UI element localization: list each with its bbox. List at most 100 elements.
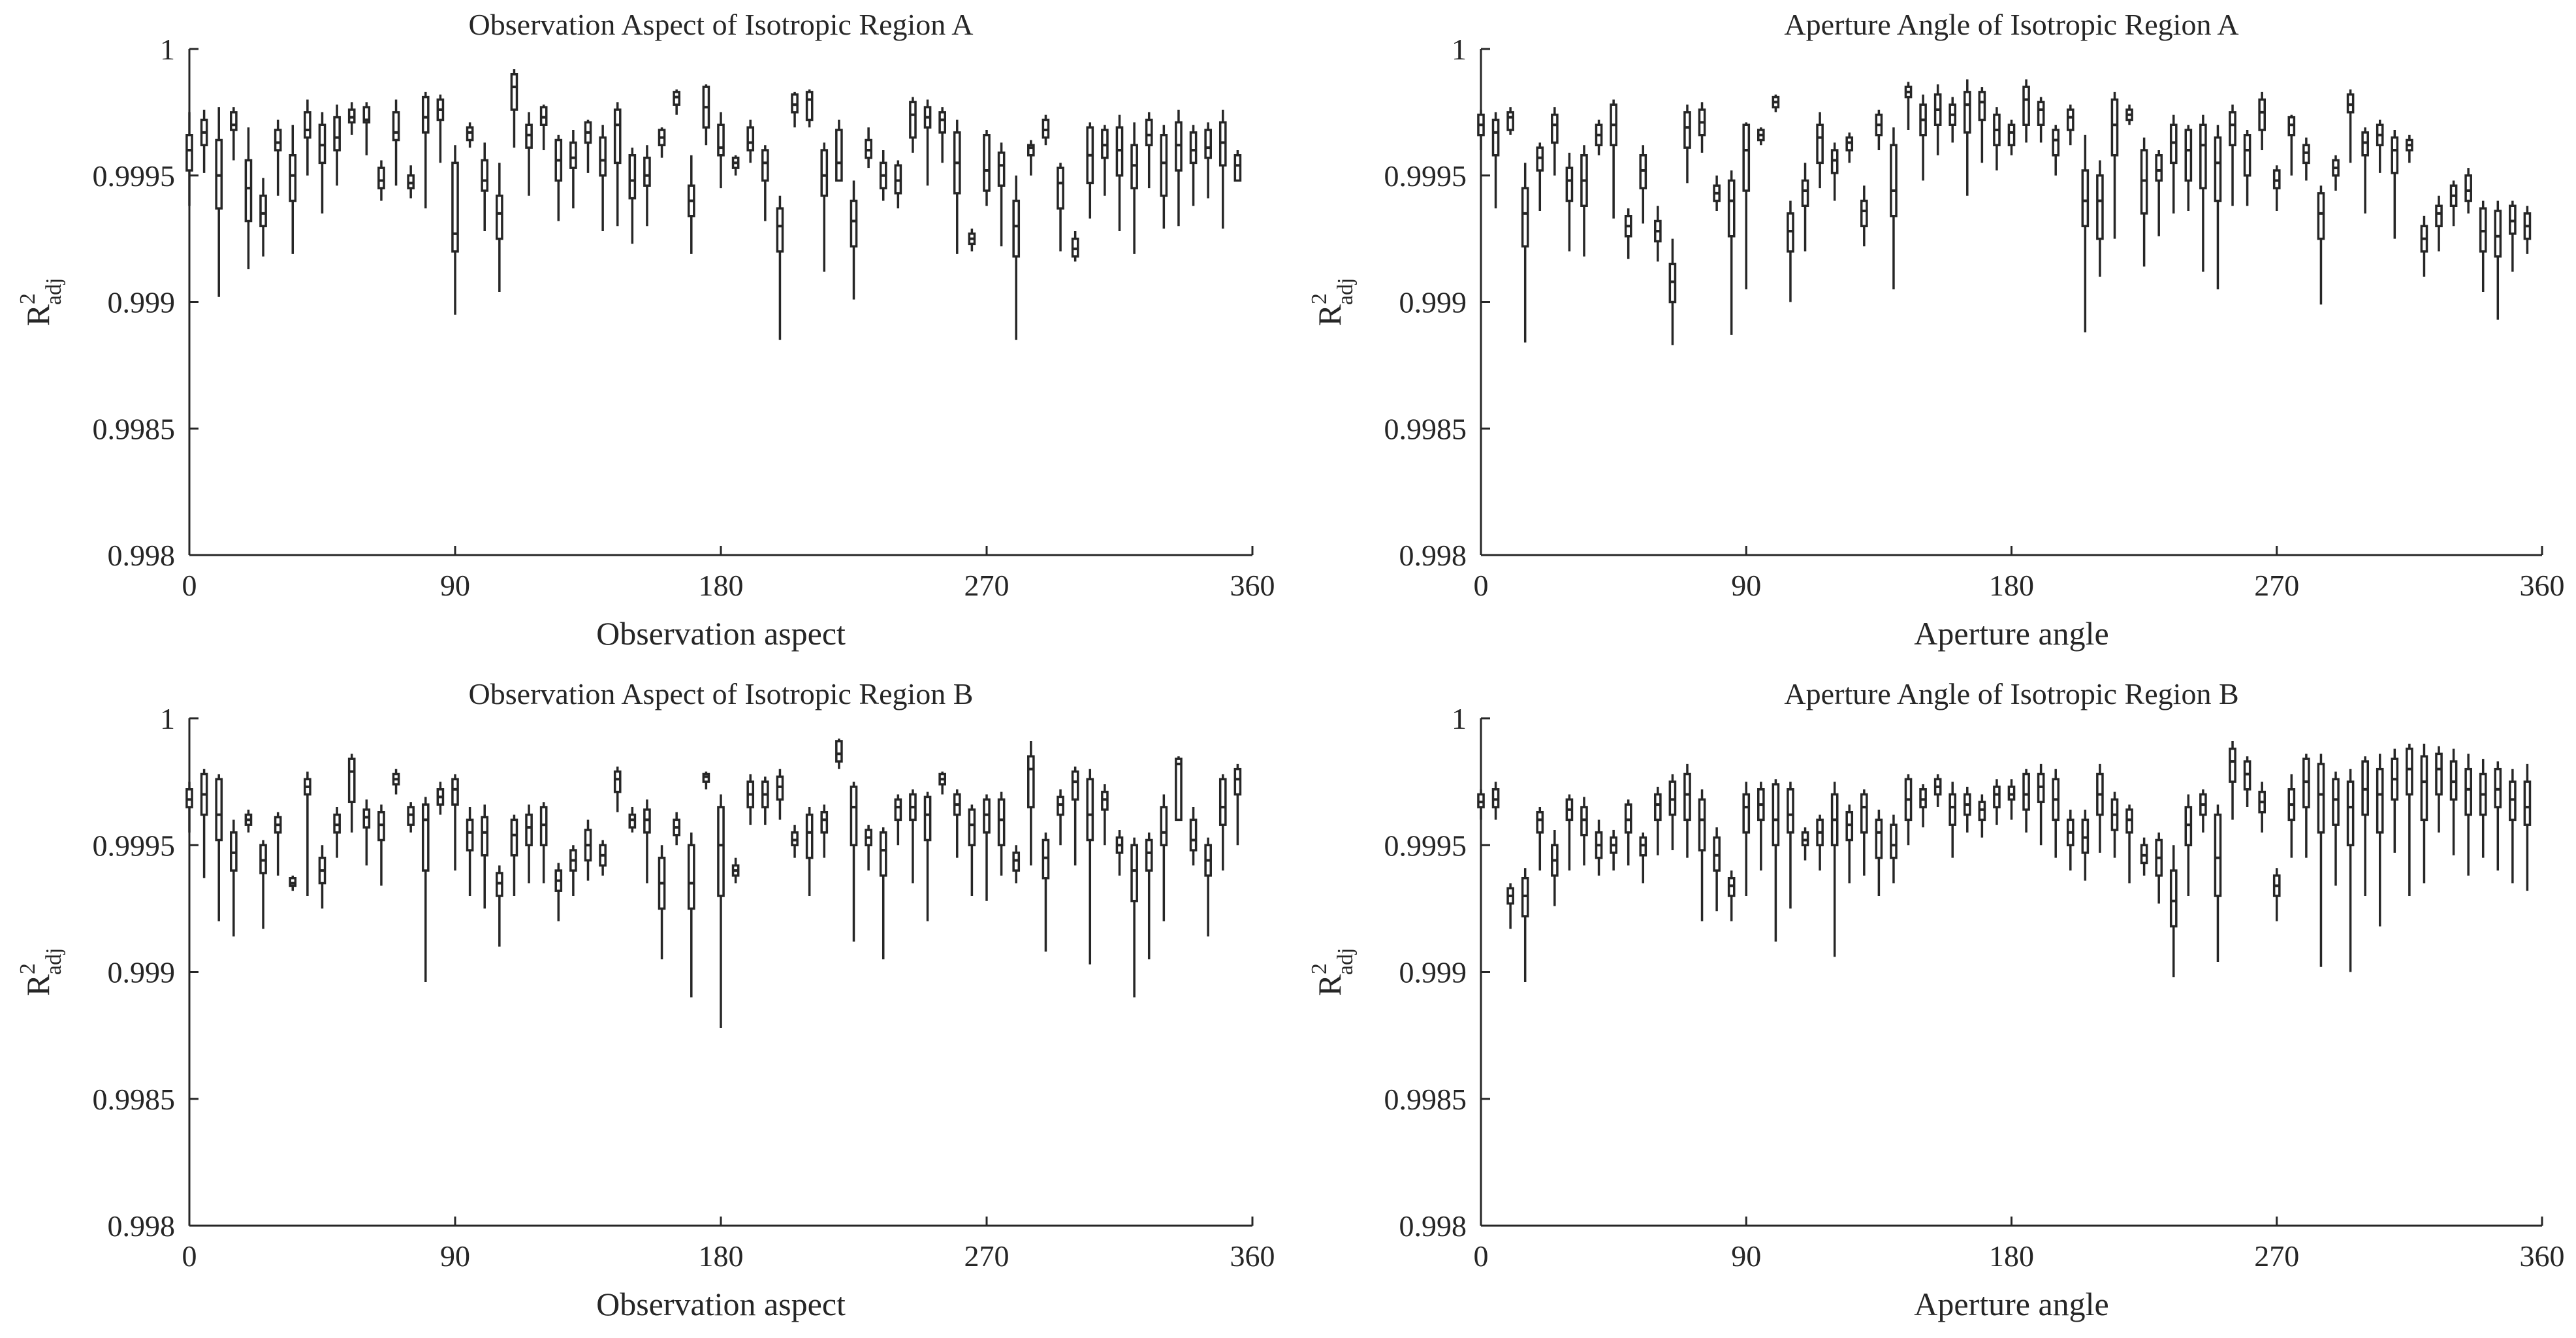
- box-plot: [983, 794, 991, 901]
- box-body: [2391, 136, 2399, 174]
- box-body: [1654, 793, 1662, 821]
- axes: 0.998 0.9985 0.999 0.9995 1 0 90 180 270 360: [1384, 33, 2565, 602]
- y-tick-label: 0.999: [108, 286, 176, 319]
- box-plot: [997, 142, 1006, 247]
- box-plot: [1830, 142, 1839, 201]
- box-plot: [1160, 794, 1168, 921]
- box-plot: [1101, 784, 1109, 846]
- box-plot: [1565, 794, 1574, 871]
- box-plot: [466, 806, 474, 896]
- box-plot: [539, 802, 548, 884]
- box-plot: [658, 127, 666, 158]
- box-plot: [2125, 804, 2133, 884]
- box-plot: [746, 119, 755, 163]
- y-axis-label-base: R: [20, 304, 56, 326]
- box-plot: [2346, 769, 2355, 972]
- box-plot: [1668, 774, 1677, 851]
- box-plot: [2052, 125, 2060, 176]
- box-plot: [879, 150, 887, 201]
- box-plot: [1580, 145, 1588, 257]
- box-body: [2022, 773, 2030, 811]
- box-body: [1816, 123, 1824, 165]
- box-plot: [333, 104, 341, 186]
- box-plot: [1948, 782, 1957, 858]
- box-plot: [2007, 119, 2016, 155]
- box-body: [850, 786, 858, 847]
- box-body: [347, 757, 356, 803]
- box-body: [997, 151, 1006, 187]
- y-tick-label: 0.9995: [1384, 159, 1467, 193]
- box-body: [2037, 101, 2045, 126]
- box-body: [1727, 179, 1736, 238]
- box-body: [1057, 167, 1064, 210]
- x-tick-label: 270: [964, 1239, 1010, 1273]
- box-plot: [215, 774, 223, 921]
- box-plot: [835, 739, 843, 769]
- x-tick-label: 90: [1731, 569, 1761, 602]
- box-plot: [421, 91, 430, 209]
- box-body: [421, 95, 430, 134]
- box-series: [185, 739, 1242, 1028]
- box-plot: [1027, 140, 1035, 176]
- box-body: [746, 126, 755, 151]
- box-body: [333, 116, 341, 151]
- box-plot: [805, 89, 814, 128]
- y-axis-label-sup: 2: [16, 293, 40, 304]
- y-tick-label: 1: [160, 702, 175, 735]
- box-plot: [215, 107, 223, 297]
- x-tick-label: 90: [1731, 1239, 1761, 1273]
- box-plot: [1683, 104, 1691, 183]
- box-body: [2332, 778, 2340, 826]
- box-body: [1130, 844, 1138, 902]
- x-tick-label: 360: [1230, 1239, 1275, 1273]
- box-plot: [1521, 163, 1529, 343]
- y-axis-label-sub: adj: [1333, 948, 1358, 976]
- box-plot: [1071, 231, 1079, 262]
- box-plot: [1727, 170, 1736, 335]
- box-plot: [496, 865, 503, 947]
- box-plot: [731, 857, 740, 884]
- box-body: [1071, 770, 1079, 801]
- box-plot: [1742, 782, 1751, 896]
- box-plot: [1787, 200, 1794, 302]
- box-plot: [510, 69, 518, 148]
- box-plot: [496, 163, 503, 292]
- box-plot: [2449, 180, 2458, 227]
- box-plot: [347, 754, 356, 833]
- box-body: [289, 154, 297, 202]
- box-plot: [1787, 782, 1794, 909]
- box-body: [2435, 204, 2443, 227]
- box-plot: [1218, 110, 1227, 229]
- box-body: [2007, 123, 2016, 146]
- box-plot: [259, 840, 267, 929]
- box-plot: [2523, 206, 2532, 254]
- box-plot: [451, 145, 459, 315]
- box-body: [2243, 134, 2251, 177]
- box-body: [1012, 199, 1021, 258]
- y-tick-label: 0.9995: [93, 159, 176, 193]
- box-body: [1551, 114, 1559, 144]
- box-plot: [2449, 748, 2458, 855]
- box-body: [2376, 767, 2384, 834]
- box-plot: [436, 782, 445, 815]
- box-plot: [2199, 789, 2207, 833]
- box-plot: [1565, 152, 1574, 251]
- box-plot: [923, 791, 932, 921]
- y-tick-label: 0.9995: [93, 829, 176, 862]
- y-axis-label-sup: 2: [16, 963, 40, 974]
- box-body: [2346, 780, 2355, 846]
- box-plot: [717, 112, 725, 189]
- x-tick-label: 360: [1230, 569, 1275, 602]
- box-body: [805, 813, 814, 859]
- box-plot: [1860, 789, 1868, 876]
- box-plot: [1978, 794, 1986, 838]
- box-plot: [938, 107, 946, 163]
- box-body: [776, 207, 784, 253]
- box-plot: [628, 148, 637, 244]
- y-tick-label: 0.998: [1399, 539, 1467, 572]
- box-plot: [673, 812, 680, 846]
- box-plot: [185, 112, 193, 206]
- box-plot: [407, 802, 415, 833]
- box-body: [1742, 123, 1751, 192]
- box-body: [2406, 747, 2413, 796]
